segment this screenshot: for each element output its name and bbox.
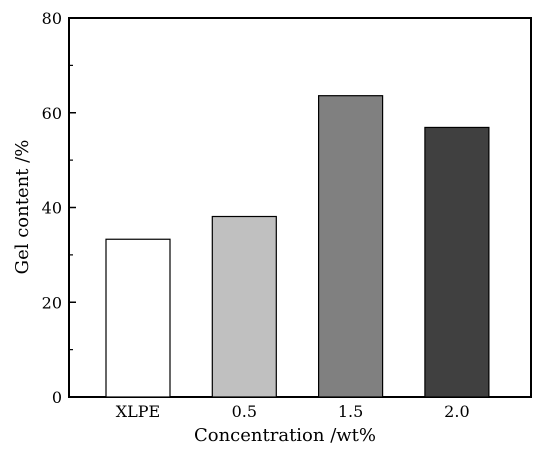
bar-1-5: [318, 95, 384, 398]
bar-0-5: [211, 215, 277, 398]
x-axis-title: Concentration /wt%: [194, 425, 376, 446]
x-tick-label: XLPE: [116, 402, 160, 421]
bar-2-0: [424, 126, 490, 398]
y-tick-label: 60: [42, 104, 62, 123]
y-tick-label: 80: [42, 9, 62, 28]
y-tick-label: 0: [52, 388, 62, 407]
bar-xlpe: [105, 238, 171, 398]
x-tick-label: 0.5: [232, 402, 257, 421]
bars: [105, 95, 490, 398]
y-axis-title: Gel content /%: [12, 140, 33, 275]
x-axis: XLPE 0.5 1.5 2.0: [116, 402, 470, 421]
y-tick-label: 20: [42, 293, 62, 312]
y-tick-label: 40: [42, 199, 62, 218]
x-tick-label: 2.0: [444, 402, 469, 421]
x-tick-label: 1.5: [338, 402, 363, 421]
y-axis: 0 20 40 60 80: [42, 9, 76, 407]
